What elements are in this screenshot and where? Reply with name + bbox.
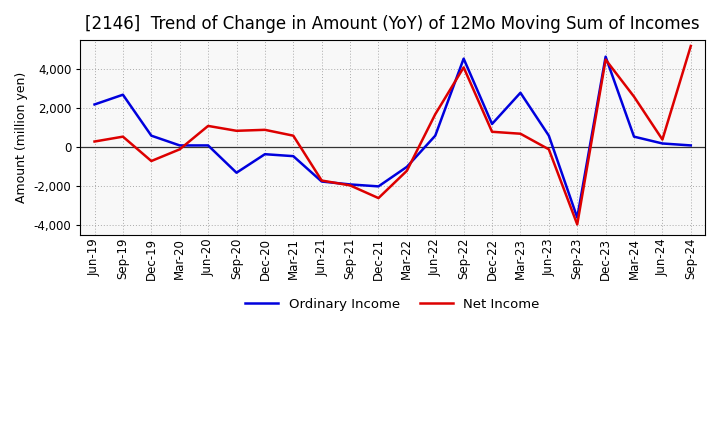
Ordinary Income <box>374 184 383 189</box>
Title: [2146]  Trend of Change in Amount (YoY) of 12Mo Moving Sum of Incomes: [2146] Trend of Change in Amount (YoY) o… <box>86 15 700 33</box>
Net Income <box>261 127 269 132</box>
Ordinary Income <box>573 215 582 220</box>
Y-axis label: Amount (million yen): Amount (million yen) <box>15 72 28 203</box>
Ordinary Income <box>147 133 156 138</box>
Ordinary Income <box>318 179 326 184</box>
Legend: Ordinary Income, Net Income: Ordinary Income, Net Income <box>240 293 545 316</box>
Net Income <box>374 195 383 201</box>
Net Income <box>487 129 496 134</box>
Line: Ordinary Income: Ordinary Income <box>94 57 690 218</box>
Net Income <box>459 65 468 70</box>
Ordinary Income <box>289 154 297 159</box>
Net Income <box>204 123 212 128</box>
Net Income <box>90 139 99 144</box>
Ordinary Income <box>544 133 553 138</box>
Net Income <box>346 183 354 188</box>
Ordinary Income <box>232 170 240 176</box>
Net Income <box>147 158 156 164</box>
Ordinary Income <box>686 143 695 148</box>
Ordinary Income <box>431 133 440 138</box>
Net Income <box>119 134 127 139</box>
Net Income <box>318 178 326 183</box>
Ordinary Income <box>90 102 99 107</box>
Ordinary Income <box>487 121 496 127</box>
Net Income <box>686 43 695 48</box>
Ordinary Income <box>402 164 411 169</box>
Ordinary Income <box>630 134 639 139</box>
Net Income <box>232 128 240 133</box>
Net Income <box>289 133 297 138</box>
Net Income <box>601 57 610 62</box>
Ordinary Income <box>516 90 525 95</box>
Net Income <box>176 147 184 152</box>
Line: Net Income: Net Income <box>94 46 690 224</box>
Net Income <box>402 168 411 173</box>
Ordinary Income <box>261 151 269 157</box>
Net Income <box>630 94 639 99</box>
Net Income <box>658 137 667 142</box>
Ordinary Income <box>459 56 468 61</box>
Ordinary Income <box>204 143 212 148</box>
Net Income <box>573 222 582 227</box>
Ordinary Income <box>601 54 610 59</box>
Net Income <box>516 131 525 136</box>
Net Income <box>431 112 440 117</box>
Ordinary Income <box>346 182 354 187</box>
Net Income <box>544 147 553 152</box>
Ordinary Income <box>176 143 184 148</box>
Ordinary Income <box>658 141 667 146</box>
Ordinary Income <box>119 92 127 97</box>
